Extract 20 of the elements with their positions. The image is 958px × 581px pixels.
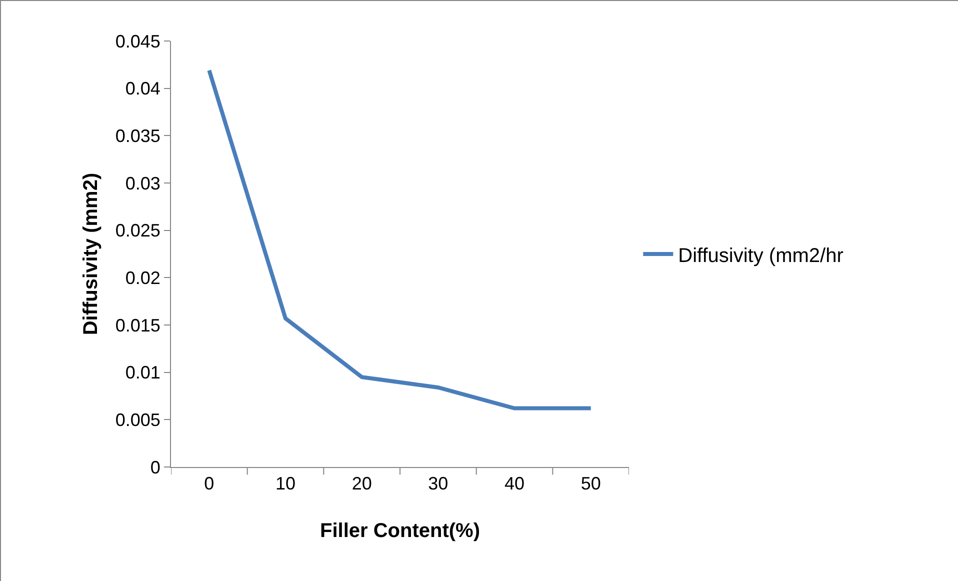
- y-tick-label: 0.005: [115, 410, 160, 430]
- y-tick-label: 0.04: [125, 78, 160, 99]
- y-tick-label: 0.03: [125, 173, 160, 194]
- y-tick-label: 0.035: [115, 126, 160, 146]
- x-tick-label: 50: [580, 474, 601, 494]
- y-tick-label: 0.02: [125, 268, 160, 288]
- y-tick-label: 0.015: [115, 315, 160, 336]
- x-tick-label: 0: [204, 474, 214, 494]
- y-tick-label: 0.025: [115, 220, 160, 241]
- y-tick-label: 0: [150, 457, 160, 478]
- line-series: [207, 68, 593, 410]
- y-tick-label: 0.045: [115, 31, 160, 52]
- x-tick-label: 10: [275, 474, 296, 494]
- x-axis-title: Filler Content(%): [320, 520, 480, 542]
- x-tick-label: 30: [428, 474, 448, 494]
- x-tick-label: 20: [352, 474, 372, 494]
- y-axis-title: Diffusivity (mm2): [80, 172, 102, 336]
- x-tick-label: 40: [504, 474, 525, 494]
- legend-label: Diffusivity (mm2/hr: [678, 244, 844, 267]
- y-tick-label: 0.01: [125, 362, 160, 383]
